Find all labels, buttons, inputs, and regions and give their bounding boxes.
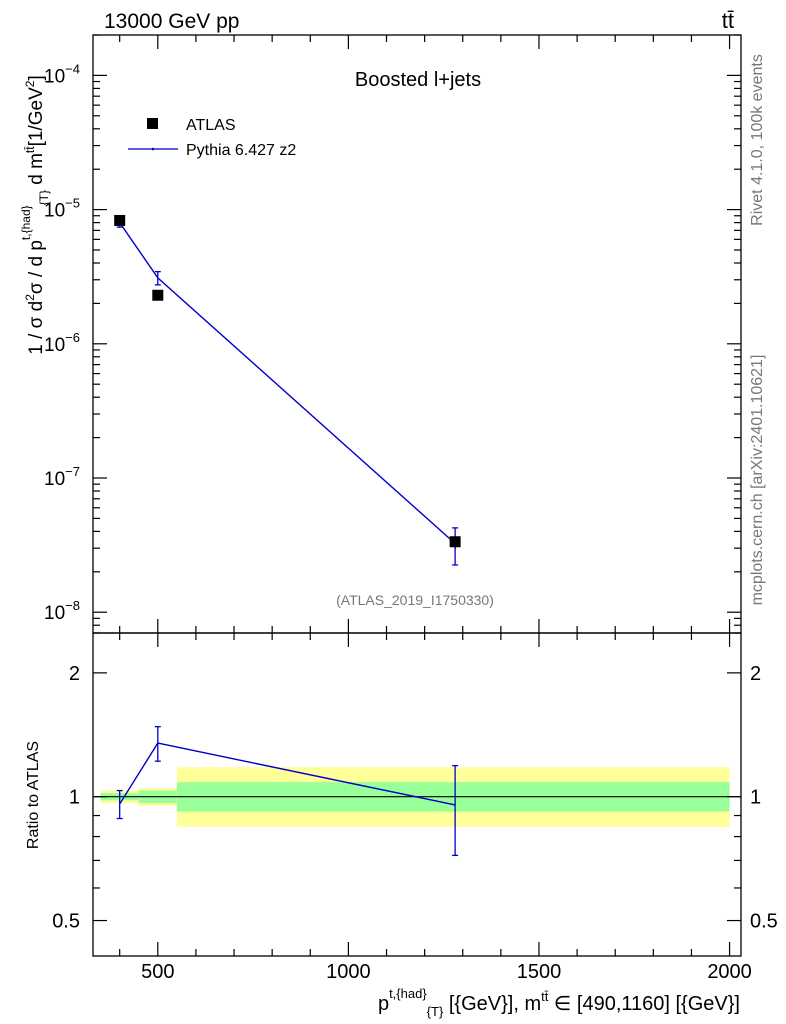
main-panel: 10−4 10−5 10−6 10−7 10−8 Boosted l+jets (ATL…: [19, 34, 742, 634]
ratio-y-axis-label: Ratio to ATLAS: [25, 741, 42, 849]
mcplots-label: mcplots.cern.ch [arXiv:2401.10621]: [749, 355, 766, 606]
legend-atlas-label: ATLAS: [186, 117, 236, 134]
main-y-tick-label: 10−4: [44, 61, 80, 87]
ratio-axis-ticks: 0.5 0.5 1 1 2 2 500 1000 1500 2000: [52, 633, 778, 983]
ratio-y-tick-label-right: 2: [750, 663, 761, 685]
mc-line: [119, 222, 456, 545]
x-tick-label: 2000: [707, 961, 752, 983]
analysis-label: (ATLAS_2019_I1750330): [336, 592, 494, 608]
x-tick-label: 1000: [326, 961, 371, 983]
data-point-marker: [449, 536, 461, 548]
x-axis-label: pt,{had}{T} [{GeV}], mtt̄ ∈ [490,1160] […: [378, 986, 740, 1019]
legend: ATLAS Pythia 6.427 z2: [128, 117, 296, 159]
ratio-panel: 0.5 0.5 1 1 2 2 500 1000 1500 2000 Ratio to ATLAS…: [25, 632, 778, 1019]
process-label: tt̄: [722, 8, 734, 33]
ratio-y-tick-label-left: 0.5: [52, 911, 80, 933]
data-point-marker: [152, 289, 164, 301]
main-y-tick-label: 10−7: [44, 464, 80, 490]
chart-title: Boosted l+jets: [355, 69, 481, 91]
ratio-frame: [92, 632, 742, 957]
ratio-y-tick-label-left: 2: [69, 663, 80, 685]
rivet-label: Rivet 4.1.0, 100k events: [749, 54, 766, 226]
legend-pythia-marker: [151, 147, 155, 151]
legend-pythia-label: Pythia 6.427 z2: [186, 142, 296, 159]
main-data-layer: [114, 214, 461, 566]
x-tick-label: 1500: [517, 961, 562, 983]
legend-atlas-marker: [147, 118, 158, 129]
main-y-tick-label: 10−5: [44, 196, 80, 222]
main-y-tick-label: 10−8: [44, 598, 80, 624]
ratio-y-tick-label-right: 1: [750, 787, 761, 809]
x-tick-label: 500: [141, 961, 174, 983]
energy-label: 13000 GeV pp: [104, 10, 239, 33]
ratio-y-tick-label-right: 0.5: [750, 911, 778, 933]
main-y-tick-label: 10−6: [44, 330, 80, 356]
ratio-y-tick-label-left: 1: [69, 787, 80, 809]
data-point-marker: [114, 214, 126, 226]
ratio-data-layer: [93, 726, 741, 857]
